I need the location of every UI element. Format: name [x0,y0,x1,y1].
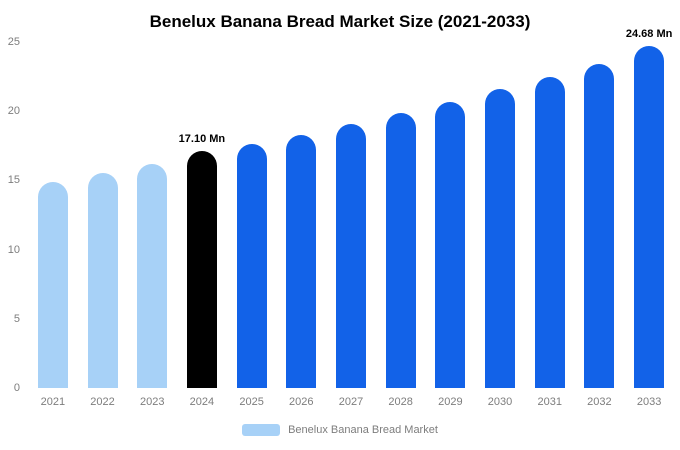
y-tick-5: 5 [13,312,20,325]
bar-2026[interactable] [286,134,317,388]
bar-column-2028 [376,42,426,388]
x-tick-2023: 2023 [139,396,165,408]
plot-wrap: 0 5 10 15 20 25 17.10 Mn 24.68 Mn [0,28,680,394]
legend-label: Benelux Banana Bread Market [288,424,438,436]
bar-column-2025 [227,42,277,388]
bar-2021[interactable] [37,181,68,388]
y-tick-20: 20 [7,105,20,118]
bar-column-2021 [28,42,78,388]
x-tick-2027: 2027 [338,396,364,408]
y-tick-0: 0 [13,382,20,394]
y-tick-15: 15 [7,174,20,187]
bar-column-2033: 24.68 Mn [624,28,674,388]
bar-2033[interactable] [634,46,665,388]
bar-2023[interactable] [137,163,168,388]
bar-2029[interactable] [435,101,466,388]
bar-2028[interactable] [385,112,416,388]
x-tick-2033: 2033 [636,396,662,408]
bar-column-2032 [575,42,625,388]
bar-2024[interactable] [186,151,217,388]
y-axis: 0 5 10 15 20 25 [0,36,22,394]
x-tick-2031: 2031 [537,396,562,408]
y-tick-10: 10 [7,243,20,256]
x-axis: 2021 2022 2023 2024 2025 2026 2027 2028 2029 2030… [28,396,674,408]
x-tick-2030: 2030 [487,396,513,408]
x-tick-2025: 2025 [239,396,264,408]
bar-column-2024: 17.10 Mn [177,42,227,388]
x-tick-2028: 2028 [388,396,413,408]
legend-item[interactable]: Benelux Banana Bread Market [0,424,680,436]
y-tick-25: 25 [7,36,20,48]
bar-2031[interactable] [534,76,565,388]
bar-column-2029 [426,42,476,388]
bar-2025[interactable] [236,144,267,388]
bar-2022[interactable] [87,173,118,388]
bar-column-2027 [326,42,376,388]
legend-swatch-icon [242,424,281,436]
bar-column-2022 [78,42,128,388]
bar-column-2030 [475,42,525,388]
x-tick-2022: 2022 [90,396,115,408]
bar-2032[interactable] [584,64,615,388]
plot-area: 17.10 Mn 24.68 Mn [28,28,674,388]
x-tick-2032: 2032 [587,396,612,408]
bar-column-2026 [276,42,326,388]
x-tick-2024: 2024 [189,396,215,408]
chart-title: Benelux Banana Bread Market Size (2021-2… [149,12,531,31]
bar-2027[interactable] [335,123,366,388]
x-tick-2021: 2021 [40,396,66,408]
x-tick-2029: 2029 [438,396,463,408]
x-tick-2026: 2026 [289,396,314,408]
bar-column-2031 [525,42,575,388]
data-label-2033: 24.68 Mn [625,28,673,41]
bar-column-2023 [127,42,177,388]
bar-2030[interactable] [485,89,516,388]
data-label-2024: 17.10 Mn [178,133,226,146]
